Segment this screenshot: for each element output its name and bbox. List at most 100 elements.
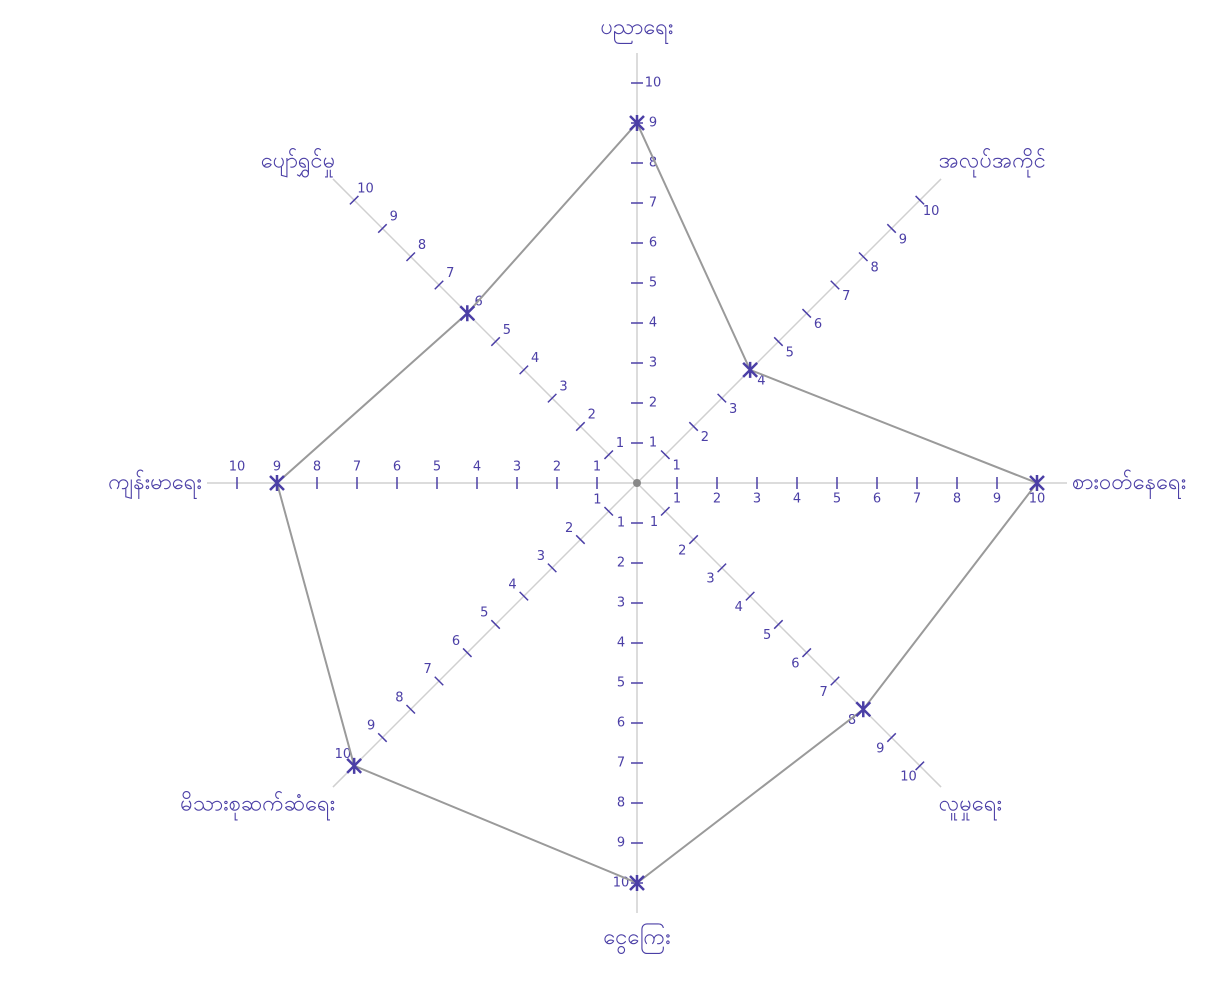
tick-label: 10 — [335, 747, 352, 762]
tick-label: 9 — [273, 460, 281, 475]
tick-mark — [547, 563, 557, 573]
tick-mark — [575, 421, 586, 432]
tick-mark — [915, 761, 925, 771]
tick-mark — [603, 449, 614, 460]
tick-label: 10 — [357, 181, 374, 196]
tick-label: 2 — [701, 430, 709, 445]
tick-mark — [745, 591, 755, 601]
tick-mark — [405, 704, 416, 715]
tick-mark — [349, 195, 359, 205]
tick-label: 2 — [553, 460, 561, 475]
tick-label: 1 — [617, 516, 625, 531]
tick-label: 2 — [565, 521, 573, 536]
tick-label: 1 — [672, 459, 680, 474]
data-marker — [459, 305, 476, 322]
tick-label: 1 — [649, 436, 657, 451]
tick-label: 5 — [786, 345, 794, 360]
tick-label: 5 — [763, 628, 771, 643]
tick-mark — [773, 619, 784, 630]
tick-label: 3 — [729, 402, 737, 417]
category-label: လူမှုရေး — [939, 792, 1002, 821]
axis-line — [636, 178, 942, 484]
tick-label: 4 — [735, 600, 743, 615]
tick-mark — [858, 251, 869, 262]
tick-mark — [405, 251, 416, 262]
data-marker — [629, 875, 645, 891]
tick-label: 7 — [820, 685, 828, 700]
tick-mark — [688, 534, 699, 545]
tick-label: 7 — [424, 662, 432, 677]
category-label: ကျန်းမာရေး — [108, 469, 202, 499]
tick-label: 4 — [757, 374, 765, 389]
tick-mark — [915, 195, 925, 205]
tick-mark — [434, 280, 444, 290]
tick-label: 7 — [353, 460, 361, 475]
tick-label: 3 — [617, 596, 625, 611]
tick-mark — [519, 365, 529, 375]
tick-label: 5 — [617, 676, 625, 691]
tick-mark — [490, 619, 501, 630]
tick-label: 5 — [649, 276, 657, 291]
data-marker — [346, 757, 363, 774]
data-marker — [742, 361, 759, 378]
tick-label: 6 — [452, 634, 460, 649]
axis-line — [332, 482, 638, 788]
tick-label: 10 — [613, 876, 630, 891]
tick-mark — [717, 393, 727, 403]
tick-label: 9 — [390, 210, 398, 225]
tick-label: 5 — [503, 323, 511, 338]
tick-label: 1 — [593, 492, 601, 507]
tick-label: 10 — [645, 76, 662, 91]
tick-mark — [773, 336, 784, 347]
tick-label: 1 — [673, 492, 681, 507]
tick-label: 9 — [876, 741, 884, 756]
tick-label: 7 — [446, 266, 454, 281]
tick-label: 1 — [593, 460, 601, 475]
tick-label: 8 — [848, 713, 856, 728]
tick-label: 9 — [617, 836, 625, 851]
tick-label: 2 — [617, 556, 625, 571]
tick-mark — [519, 591, 529, 601]
tick-label: 7 — [842, 289, 850, 304]
tick-mark — [575, 534, 586, 545]
tick-label: 8 — [870, 261, 878, 276]
tick-label: 5 — [433, 460, 441, 475]
tick-mark — [830, 280, 840, 290]
tick-label: 3 — [753, 492, 761, 507]
tick-label: 1 — [616, 436, 624, 451]
tick-label: 9 — [367, 719, 375, 734]
tick-label: 8 — [395, 690, 403, 705]
tick-label: 10 — [229, 460, 246, 475]
category-label: စားဝတ်နေရေး — [1072, 469, 1186, 499]
tick-mark — [717, 563, 727, 573]
tick-label: 2 — [678, 543, 686, 558]
tick-mark — [801, 308, 812, 319]
tick-label: 4 — [531, 351, 539, 366]
tick-label: 6 — [649, 236, 657, 251]
tick-label: 2 — [649, 396, 657, 411]
tick-mark — [801, 647, 812, 658]
category-label: ငွေကြေး — [603, 923, 670, 955]
category-label: ပျော်ရွှင်မှု — [261, 147, 335, 177]
category-label: မိသားစုဆက်ဆံရေး — [180, 791, 335, 821]
axis-line — [636, 482, 942, 788]
tick-label: 4 — [649, 316, 657, 331]
tick-label: 5 — [480, 606, 488, 621]
tick-label: 2 — [588, 408, 596, 423]
tick-mark — [660, 449, 671, 460]
tick-label: 8 — [313, 460, 321, 475]
tick-label: 4 — [793, 492, 801, 507]
tick-label: 3 — [559, 379, 567, 394]
tick-label: 10 — [900, 770, 917, 785]
tick-mark — [490, 336, 501, 347]
tick-label: 6 — [617, 716, 625, 731]
tick-label: 4 — [473, 460, 481, 475]
tick-label: 10 — [923, 204, 940, 219]
tick-mark — [462, 647, 473, 658]
tick-mark — [886, 732, 897, 743]
tick-label: 6 — [814, 317, 822, 332]
data-marker — [269, 475, 285, 491]
tick-label: 7 — [649, 196, 657, 211]
tick-label: 8 — [418, 238, 426, 253]
